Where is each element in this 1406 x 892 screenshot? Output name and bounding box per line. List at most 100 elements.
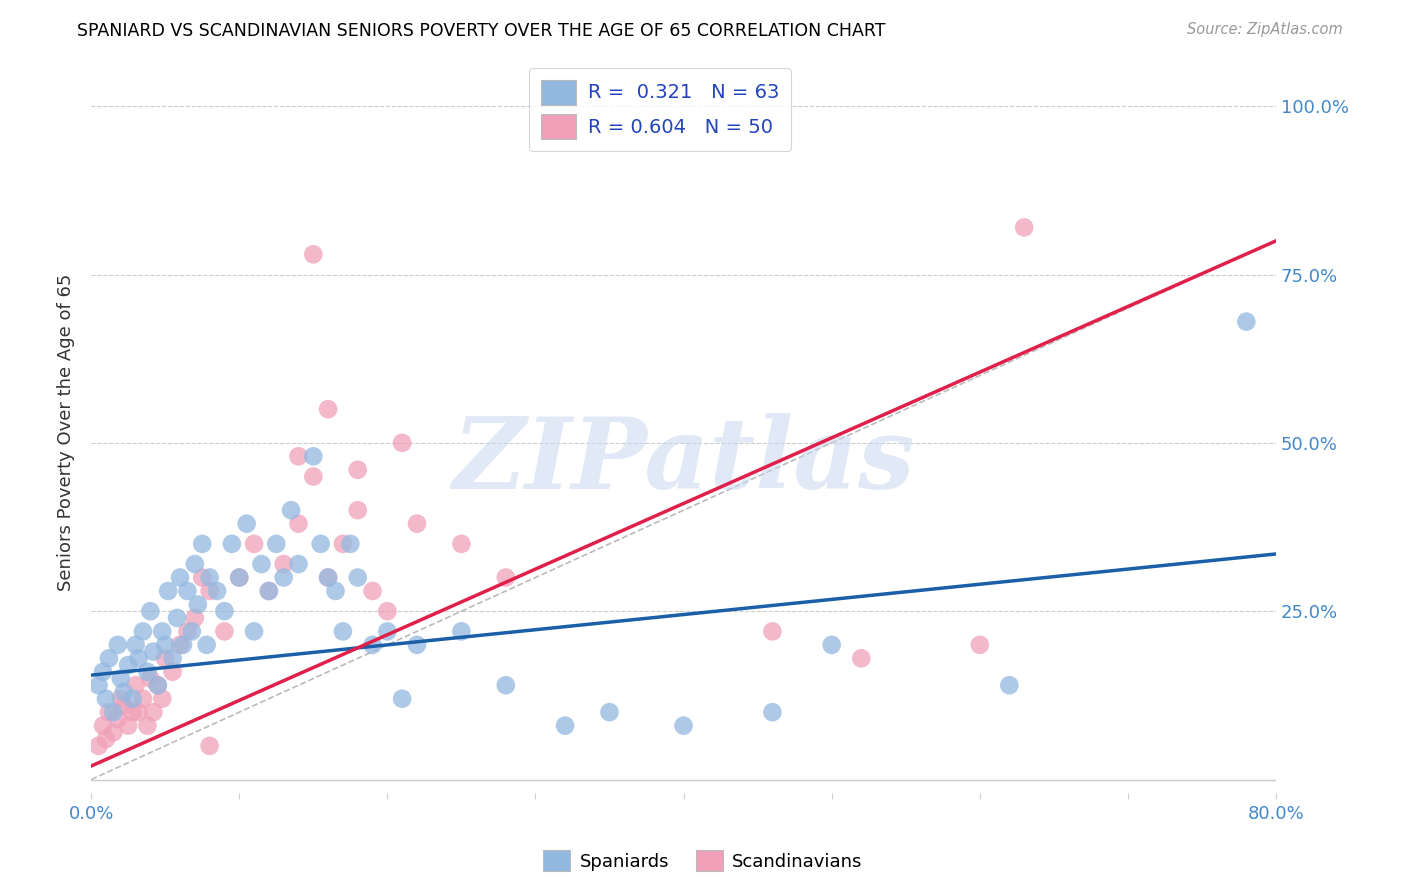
Point: [124, 678, 146, 692]
Point: [346, 503, 368, 517]
Point: [302, 247, 325, 261]
Point: [302, 450, 325, 464]
Point: [339, 537, 361, 551]
Y-axis label: Seniors Poverty Over the Age of 65: Seniors Poverty Over the Age of 65: [58, 274, 75, 591]
Point: [142, 644, 165, 658]
Point: [325, 584, 347, 599]
Point: [316, 402, 339, 417]
Point: [998, 678, 1021, 692]
Point: [180, 624, 202, 639]
Point: [346, 463, 368, 477]
Point: [91, 665, 114, 679]
Point: [91, 719, 114, 733]
Point: [128, 705, 150, 719]
Point: [214, 624, 236, 639]
Point: [132, 624, 155, 639]
Point: [495, 678, 517, 692]
Point: [377, 604, 399, 618]
Point: [153, 651, 176, 665]
Point: [121, 705, 143, 719]
Point: [184, 557, 207, 571]
Point: [221, 537, 243, 551]
Point: [121, 691, 143, 706]
Point: [361, 584, 384, 599]
Point: [142, 705, 165, 719]
Point: [243, 624, 266, 639]
Point: [153, 638, 176, 652]
Point: [107, 638, 129, 652]
Point: [214, 604, 236, 618]
Point: [112, 685, 135, 699]
Point: [287, 516, 309, 531]
Point: [198, 739, 221, 753]
Point: [166, 611, 188, 625]
Point: [136, 719, 159, 733]
Point: [346, 570, 368, 584]
Point: [150, 624, 173, 639]
Point: [87, 678, 110, 692]
Point: [821, 638, 844, 652]
Point: [124, 638, 146, 652]
Point: [176, 584, 198, 599]
Point: [150, 691, 173, 706]
Point: [406, 516, 429, 531]
Point: [257, 584, 280, 599]
Point: [761, 705, 783, 719]
Point: [228, 570, 250, 584]
Point: [243, 537, 266, 551]
Point: [1012, 220, 1035, 235]
Point: [97, 705, 120, 719]
Point: [969, 638, 991, 652]
Point: [176, 624, 198, 639]
Point: [94, 732, 117, 747]
Point: [172, 638, 194, 652]
Point: [309, 537, 332, 551]
Point: [139, 604, 162, 618]
Point: [103, 705, 125, 719]
Point: [273, 557, 295, 571]
Point: [377, 624, 399, 639]
Point: [205, 584, 228, 599]
Point: [195, 638, 218, 652]
Point: [103, 725, 125, 739]
Point: [146, 678, 169, 692]
Point: [851, 651, 873, 665]
Point: [316, 570, 339, 584]
Point: [112, 698, 135, 713]
Point: [391, 691, 413, 706]
Legend: R =  0.321   N = 63, R = 0.604   N = 50: R = 0.321 N = 63, R = 0.604 N = 50: [529, 68, 790, 151]
Point: [87, 739, 110, 753]
Point: [250, 557, 273, 571]
Point: [94, 691, 117, 706]
Point: [391, 435, 413, 450]
Point: [110, 672, 132, 686]
Point: [191, 570, 214, 584]
Point: [198, 584, 221, 599]
Point: [110, 691, 132, 706]
Text: Source: ZipAtlas.com: Source: ZipAtlas.com: [1187, 22, 1343, 37]
Legend: Spaniards, Scandinavians: Spaniards, Scandinavians: [536, 843, 870, 879]
Point: [273, 570, 295, 584]
Point: [302, 469, 325, 483]
Point: [495, 570, 517, 584]
Point: [361, 638, 384, 652]
Point: [554, 719, 576, 733]
Point: [761, 624, 783, 639]
Point: [191, 537, 214, 551]
Point: [157, 584, 180, 599]
Point: [228, 570, 250, 584]
Point: [235, 516, 257, 531]
Point: [287, 557, 309, 571]
Point: [187, 598, 209, 612]
Point: [672, 719, 695, 733]
Point: [117, 719, 139, 733]
Point: [107, 712, 129, 726]
Point: [146, 678, 169, 692]
Point: [162, 651, 184, 665]
Point: [117, 658, 139, 673]
Point: [332, 624, 354, 639]
Point: [257, 584, 280, 599]
Point: [169, 570, 191, 584]
Point: [450, 624, 472, 639]
Point: [136, 665, 159, 679]
